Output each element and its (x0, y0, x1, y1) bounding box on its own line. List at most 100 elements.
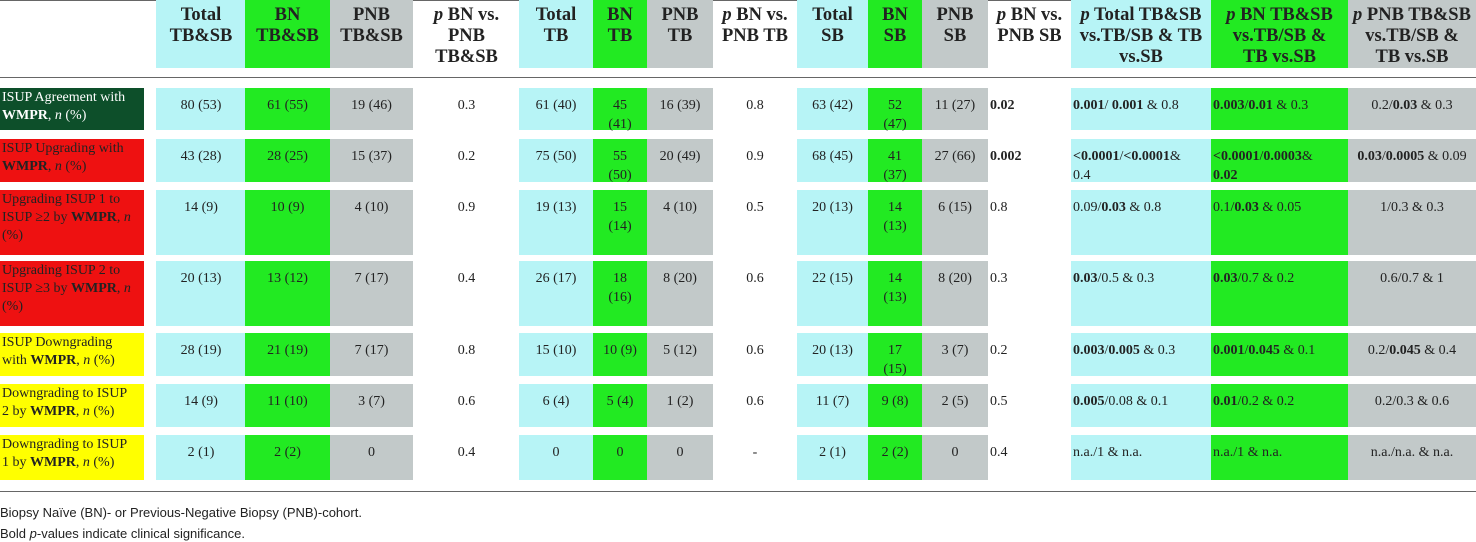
table-cell: 11 (27) (922, 88, 988, 130)
table-cell: 68 (45) (797, 139, 868, 182)
table-cell: 3 (7) (330, 384, 413, 427)
column-header: Total TB&SB (156, 0, 246, 68)
table-cell: 20 (13) (797, 333, 868, 376)
table-cell: 0.4 (457, 271, 476, 286)
table-cell: 14 (13) (868, 190, 922, 255)
table-cell: 0.6 (746, 271, 764, 286)
table-cell: 0 (647, 435, 713, 480)
row-label: Upgrading ISUP 1 to ISUP ≥2 by WMPR, n (%) (0, 190, 144, 255)
table-cell: 0.09/0.03 & 0.8 (1071, 190, 1211, 255)
table-cell: 0.03/0.7 & 0.2 (1211, 261, 1348, 326)
footnote-cohort: Biopsy Naïve (BN)- or Previous-Negative … (0, 505, 362, 520)
table-cell: 0.9 (746, 149, 764, 164)
table-cell: 0.1/0.03 & 0.05 (1211, 190, 1348, 255)
table-rule (0, 491, 1476, 492)
table-cell: 11 (7) (797, 384, 868, 427)
table-cell: 5 (4) (593, 384, 647, 427)
table-cell: 20 (49) (647, 139, 713, 182)
table-cell: 0.001/ 0.001 & 0.8 (1071, 88, 1211, 130)
table-cell: 16 (39) (647, 88, 713, 130)
table-cell: 14 (9) (156, 190, 246, 255)
table-cell: 17 (15) (868, 333, 922, 377)
table-cell: 0 (922, 435, 988, 480)
table-cell: 11 (10) (245, 384, 330, 427)
row-label: Downgrading to ISUP 2 by WMPR, n (%) (0, 384, 144, 427)
table-cell: 0.02 (990, 98, 1015, 113)
table-cell: 0.2 (990, 343, 1008, 358)
row-label: ISUP Agreement with WMPR, n (%) (0, 88, 144, 130)
table-cell: <0.0001/<0.0001& 0.4 (1071, 139, 1211, 183)
column-header: BN TB (593, 0, 647, 68)
table-cell: 61 (55) (245, 88, 330, 130)
table-cell: 7 (17) (330, 333, 413, 376)
table-cell: 55 (50) (593, 139, 647, 183)
table-cell: 10 (9) (593, 333, 647, 376)
table-cell: 14 (9) (156, 384, 246, 427)
column-header: BN SB (868, 0, 922, 68)
table-cell: 0.9 (457, 200, 476, 215)
table-cell: 7 (17) (330, 261, 413, 326)
table-cell: 2 (1) (156, 435, 246, 480)
table-cell: 1 (2) (647, 384, 713, 427)
table-cell: 4 (10) (647, 190, 713, 255)
column-header: BN TB&SB (245, 0, 330, 68)
footnote-bold-pvalues: Bold p-values indicate clinical signific… (0, 526, 245, 541)
table-cell: 26 (17) (519, 261, 593, 326)
table-cell: 0.01/0.2 & 0.2 (1211, 384, 1348, 427)
table-cell: n.a./n.a. & n.a. (1348, 435, 1476, 480)
column-header: Total TB (519, 0, 593, 68)
table-cell: <0.0001/0.0003& 0.02 (1211, 139, 1348, 183)
table-cell: 0.001/0.045 & 0.1 (1211, 333, 1348, 376)
table-cell: 0.6/0.7 & 1 (1348, 261, 1476, 326)
column-header: p BN vs. PNB TB&SB (433, 5, 500, 67)
table-cell: 75 (50) (519, 139, 593, 182)
table-cell: 0.5 (746, 200, 764, 215)
table-cell: 27 (66) (922, 139, 988, 182)
table-cell: 15 (14) (593, 190, 647, 255)
table-cell: 0.2/0.045 & 0.4 (1348, 333, 1476, 376)
column-header: p BN vs. PNB SB (996, 5, 1063, 46)
table-cell: 0 (330, 435, 413, 480)
table-cell: 0 (593, 435, 647, 480)
table-cell: 10 (9) (245, 190, 330, 255)
row-label: ISUP Downgrading with WMPR, n (%) (0, 333, 144, 376)
table-cell: 52 (47) (868, 88, 922, 132)
table-cell: 2 (1) (797, 435, 868, 480)
table-cell: 41 (37) (868, 139, 922, 183)
table-cell: 0.3 (990, 271, 1008, 286)
table-cell: 0.4 (990, 445, 1008, 460)
table-cell: 3 (7) (922, 333, 988, 376)
table-cell: 4 (10) (330, 190, 413, 255)
table-cell: 19 (46) (330, 88, 413, 130)
table-cell: 18 (16) (593, 261, 647, 326)
table-cell: 0.6 (746, 343, 764, 358)
table-rule (0, 0, 1476, 1)
table-cell: - (752, 445, 758, 460)
table-cell: 45 (41) (593, 88, 647, 132)
table-cell: 0.3 (457, 98, 476, 113)
table-cell: 0.005/0.08 & 0.1 (1071, 384, 1211, 427)
table-cell: 80 (53) (156, 88, 246, 130)
row-label: Upgrading ISUP 2 to ISUP ≥3 by WMPR, n (%) (0, 261, 144, 326)
table-cell: 43 (28) (156, 139, 246, 182)
table-cell: 15 (10) (519, 333, 593, 376)
table-cell: 0.002 (990, 149, 1022, 164)
table-cell: n.a./1 & n.a. (1071, 435, 1211, 480)
table-cell: 22 (15) (797, 261, 868, 326)
table-cell: 0.03/0.5 & 0.3 (1071, 261, 1211, 326)
table-cell: 2 (5) (922, 384, 988, 427)
table-cell: 6 (15) (922, 190, 988, 255)
table-cell: 0.6 (457, 394, 476, 409)
table-cell: 8 (20) (647, 261, 713, 326)
table-cell: 0.8 (457, 343, 476, 358)
table-cell: 0.2 (457, 149, 476, 164)
column-header: Total SB (797, 0, 868, 68)
table-cell: 61 (40) (519, 88, 593, 130)
table-cell: 15 (37) (330, 139, 413, 182)
table-cell: 0 (519, 435, 593, 480)
column-header: p Total TB&SB vs.TB/SB & TB vs.SB (1071, 0, 1211, 68)
column-header: PNB SB (922, 0, 988, 68)
table-cell: 0.03/0.0005 & 0.09 (1348, 139, 1476, 182)
table-cell: 0.8 (746, 98, 764, 113)
